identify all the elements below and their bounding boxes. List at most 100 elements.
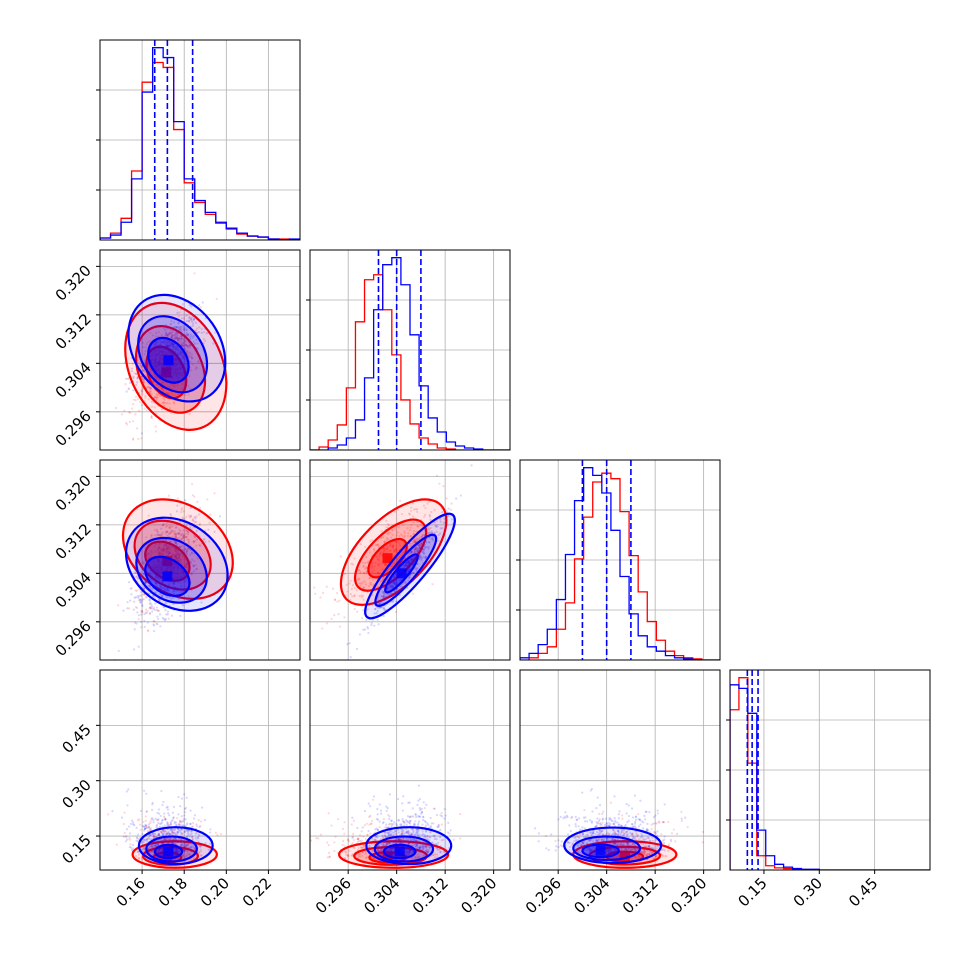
scatter-point [183, 811, 186, 814]
scatter-point [174, 575, 177, 578]
scatter-point [141, 841, 144, 844]
scatter-point [423, 515, 426, 518]
scatter-point [130, 593, 133, 596]
scatter-point [385, 519, 388, 523]
panel-frame [99, 669, 301, 871]
scatter-point [164, 334, 167, 337]
scatter-point [164, 589, 167, 592]
scatter-point [216, 834, 219, 837]
scatter-point [165, 344, 168, 347]
scatter-point [159, 571, 162, 574]
scatter-point [181, 819, 184, 823]
scatter-point [132, 823, 135, 826]
scatter-point [186, 835, 189, 838]
scatter-point [137, 850, 140, 853]
scatter-point [150, 605, 154, 608]
scatter-point [170, 842, 174, 845]
scatter-point [185, 563, 188, 566]
scatter-point [363, 809, 367, 813]
scatter-point [162, 523, 165, 526]
scatter-point [142, 562, 145, 565]
scatter-point [172, 374, 175, 377]
scatter-point [183, 849, 186, 852]
scatter-point [162, 586, 165, 589]
scatter-point [373, 568, 376, 572]
scatter-point [387, 538, 390, 541]
scatter-point [174, 364, 177, 367]
scatter-point [409, 526, 412, 529]
scatter-point [362, 565, 365, 568]
scatter-point [176, 348, 180, 351]
scatter-point [144, 595, 147, 598]
scatter-point [162, 800, 165, 804]
scatter-point [143, 587, 146, 590]
scatter-point [148, 826, 151, 829]
scatter-point [172, 365, 176, 368]
scatter-point [172, 566, 175, 569]
scatter-point [126, 607, 129, 610]
scatter-point [155, 396, 158, 400]
scatter-point [157, 833, 160, 836]
scatter-point [177, 315, 181, 318]
scatter-point [150, 533, 153, 537]
scatter-point [413, 548, 416, 551]
scatter-point [172, 582, 175, 586]
scatter-point [184, 845, 188, 848]
scatter-point [137, 596, 140, 599]
scatter-point [365, 566, 368, 569]
scatter-point [178, 850, 181, 853]
scatter-point [164, 328, 167, 331]
scatter-point [166, 401, 169, 405]
scatter-point [173, 838, 176, 841]
scatter-point [214, 331, 217, 334]
scatter-point [418, 807, 421, 810]
scatter-point [145, 792, 148, 795]
scatter-point [370, 621, 373, 625]
scatter-point [163, 404, 166, 407]
scatter-point [178, 554, 181, 557]
scatter-point [177, 828, 180, 831]
scatter-point [219, 832, 223, 836]
scatter-point [146, 829, 149, 833]
scatter-point [146, 566, 149, 569]
scatter-point [382, 594, 385, 597]
scatter-point [175, 555, 178, 558]
scatter-point [174, 549, 177, 552]
scatter-point [171, 838, 174, 841]
scatter-point [409, 509, 413, 512]
scatter-point [358, 577, 361, 580]
scatter-point [359, 542, 363, 546]
scatter-point [206, 498, 209, 501]
scatter-point [155, 528, 158, 531]
scatter-point [168, 392, 171, 396]
scatter-point [184, 535, 187, 539]
scatter-point [418, 544, 421, 547]
scatter-point [174, 368, 177, 372]
scatter-point [358, 582, 361, 585]
scatter-point [149, 606, 152, 609]
scatter-point [422, 551, 426, 555]
scatter-point [443, 808, 446, 811]
scatter-point [428, 531, 431, 534]
panel-frame [729, 669, 931, 871]
scatter-point [190, 832, 193, 835]
scatter-point [147, 556, 151, 560]
scatter-point [173, 372, 176, 375]
scatter-point [179, 831, 182, 834]
scatter-point [371, 564, 374, 567]
scatter-point [313, 586, 316, 589]
scatter-point [146, 837, 149, 840]
scatter-point [389, 545, 392, 548]
scatter-point [172, 592, 175, 596]
scatter-point [179, 529, 182, 532]
scatter-point [171, 369, 174, 372]
scatter-point [188, 336, 192, 339]
scatter-point [142, 593, 145, 596]
scatter-point [141, 605, 144, 608]
scatter-point [179, 325, 182, 328]
scatter-point [166, 344, 169, 347]
scatter-point [177, 795, 180, 799]
scatter-point [407, 576, 411, 580]
scatter-point [124, 383, 127, 386]
scatter-point [428, 541, 431, 544]
